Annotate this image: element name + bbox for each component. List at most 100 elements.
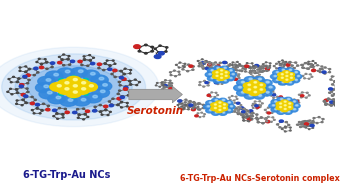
Circle shape [237,98,238,99]
Circle shape [53,109,57,112]
Circle shape [262,87,265,89]
Circle shape [281,77,283,78]
Circle shape [315,63,316,64]
Circle shape [237,61,238,62]
Circle shape [83,56,85,57]
Circle shape [259,69,261,70]
Circle shape [341,91,342,92]
Circle shape [137,94,139,95]
Circle shape [221,103,224,104]
Circle shape [245,110,247,111]
Circle shape [295,71,298,73]
Circle shape [240,105,242,106]
Circle shape [220,79,228,83]
Circle shape [288,73,291,74]
Circle shape [249,78,252,80]
Circle shape [114,63,116,64]
Circle shape [164,92,166,93]
Circle shape [301,92,303,93]
Circle shape [282,79,284,81]
Circle shape [266,121,268,122]
Circle shape [193,102,196,104]
Circle shape [250,67,252,69]
Circle shape [288,79,291,81]
Circle shape [225,75,227,76]
Circle shape [341,95,343,96]
Circle shape [151,46,154,48]
Circle shape [261,90,272,96]
Circle shape [299,124,301,125]
Circle shape [90,72,95,75]
Circle shape [223,106,225,107]
Circle shape [16,89,18,90]
Circle shape [282,60,283,61]
Circle shape [241,107,243,108]
Circle shape [8,79,10,80]
Circle shape [272,90,274,91]
Circle shape [215,112,217,113]
Circle shape [265,88,267,89]
Circle shape [225,106,227,108]
Circle shape [266,112,268,113]
Circle shape [124,74,125,75]
Circle shape [312,66,314,67]
Circle shape [255,88,258,90]
Ellipse shape [0,47,159,127]
Circle shape [249,94,252,96]
Circle shape [345,80,347,81]
Circle shape [125,86,127,87]
Circle shape [64,108,66,110]
Circle shape [71,61,73,62]
Circle shape [304,121,305,122]
Circle shape [20,87,23,88]
Circle shape [101,114,103,115]
Circle shape [334,105,336,106]
Circle shape [42,103,44,105]
Circle shape [196,115,198,116]
Circle shape [290,102,293,104]
Circle shape [104,63,106,64]
Circle shape [215,99,217,101]
Circle shape [62,117,64,118]
Circle shape [254,82,257,83]
Circle shape [306,92,308,93]
Circle shape [23,75,27,78]
Circle shape [271,112,273,113]
Circle shape [169,92,171,93]
Circle shape [178,71,180,72]
Circle shape [215,82,216,83]
Circle shape [178,67,180,68]
Circle shape [328,98,329,99]
Circle shape [331,95,334,96]
Circle shape [289,81,292,83]
Circle shape [323,101,325,102]
Circle shape [162,89,163,90]
Circle shape [83,108,85,109]
Circle shape [41,110,43,111]
Circle shape [219,109,221,110]
Circle shape [301,64,304,66]
Circle shape [57,68,74,78]
Circle shape [226,68,234,73]
Circle shape [82,82,86,84]
Circle shape [73,111,77,114]
Circle shape [198,109,199,110]
Circle shape [302,75,304,76]
Circle shape [250,115,252,116]
Circle shape [101,90,105,93]
Circle shape [228,109,231,111]
Circle shape [265,66,266,67]
Circle shape [282,71,290,75]
Circle shape [217,72,225,77]
Circle shape [279,68,287,73]
Circle shape [318,117,320,118]
Circle shape [273,105,275,106]
Circle shape [54,85,59,88]
Circle shape [254,90,256,91]
Circle shape [159,86,161,87]
Circle shape [73,96,90,106]
Circle shape [248,111,250,112]
Circle shape [234,106,235,107]
Circle shape [203,62,205,64]
Circle shape [193,105,195,107]
